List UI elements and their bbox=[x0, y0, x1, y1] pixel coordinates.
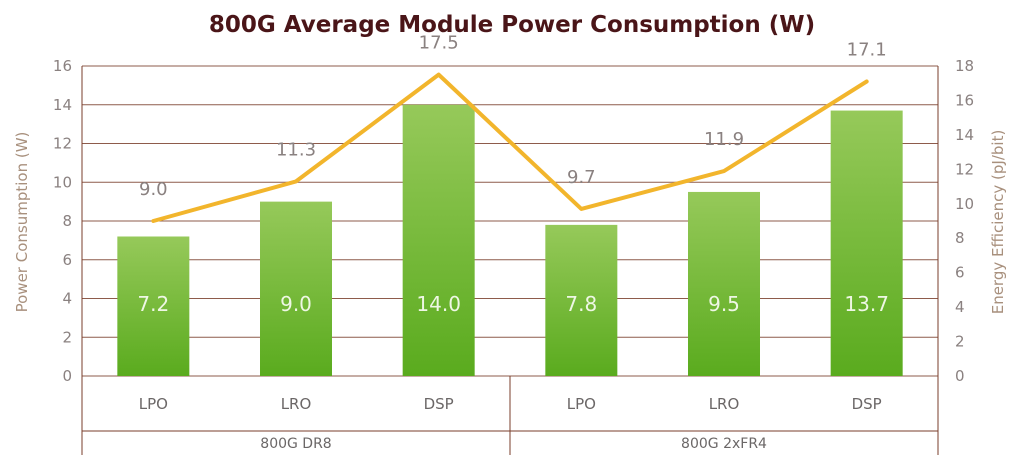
y-tick-right-18: 18 bbox=[955, 57, 974, 75]
bar-value-label-2: 14.0 bbox=[416, 292, 461, 316]
x-tick-dsp-2: DSP bbox=[424, 395, 454, 413]
group-label-1: 800G 2xFR4 bbox=[681, 436, 767, 452]
bar-5 bbox=[830, 110, 903, 376]
y-tick-right-6: 6 bbox=[955, 264, 965, 282]
bar-value-label-0: 7.2 bbox=[137, 292, 169, 316]
efficiency-point-0 bbox=[151, 219, 155, 223]
y-tick-right-12: 12 bbox=[955, 160, 974, 178]
efficiency-point-5 bbox=[865, 80, 869, 83]
y-tick-right-4: 4 bbox=[955, 298, 965, 316]
bar-value-label-4: 9.5 bbox=[708, 292, 740, 316]
bar-4 bbox=[688, 191, 760, 376]
y-tick-left-6: 6 bbox=[62, 251, 72, 269]
grid-layer: 0 2 4 6 8 10 12 14 16 0 2 4 6 8 10 12 14 16 18 bbox=[53, 57, 974, 455]
line-value-label-5: 17.1 bbox=[847, 40, 887, 61]
x-tick-lro-1: LRO bbox=[281, 395, 312, 413]
y-tick-left-4: 4 bbox=[62, 290, 72, 308]
y-tick-left-16: 16 bbox=[53, 57, 72, 75]
bar-layer bbox=[117, 104, 903, 376]
label-layer: LPO LRO DSP LPO LRO DSP 800G DR8 800G 2xFR4 7.2 9… bbox=[137, 33, 889, 452]
y-tick-right-16: 16 bbox=[955, 91, 974, 109]
efficiency-point-2 bbox=[437, 73, 441, 77]
y-tick-right-8: 8 bbox=[955, 229, 965, 247]
line-value-label-4: 11.9 bbox=[704, 129, 744, 150]
y-tick-left-14: 14 bbox=[53, 96, 72, 114]
efficiency-line bbox=[151, 72, 869, 223]
y-axis-right-label: Energy Efficiency (pJ/bit) bbox=[989, 130, 1007, 315]
y-tick-left-2: 2 bbox=[62, 328, 72, 346]
x-tick-dsp-5: DSP bbox=[852, 395, 882, 413]
y-tick-left-10: 10 bbox=[53, 173, 72, 191]
line-value-label-3: 9.7 bbox=[567, 167, 596, 188]
y-tick-left-8: 8 bbox=[62, 212, 72, 230]
line-value-label-1: 11.3 bbox=[276, 139, 316, 160]
y-tick-right-14: 14 bbox=[955, 126, 974, 144]
bar-value-label-3: 7.8 bbox=[565, 292, 597, 316]
bar-0 bbox=[117, 236, 190, 376]
efficiency-point-1 bbox=[294, 179, 298, 183]
line-layer bbox=[151, 72, 869, 223]
y-tick-left-12: 12 bbox=[53, 135, 72, 153]
bar-1 bbox=[260, 201, 332, 376]
x-tick-lro-4: LRO bbox=[709, 395, 740, 413]
bar-3 bbox=[545, 224, 618, 376]
bar-value-label-1: 9.0 bbox=[280, 292, 312, 316]
bar-value-label-5: 13.7 bbox=[844, 292, 889, 316]
x-tick-lpo-3: LPO bbox=[567, 395, 596, 413]
group-label-0: 800G DR8 bbox=[260, 436, 331, 452]
y-tick-left-0: 0 bbox=[62, 367, 72, 385]
y-tick-right-0: 0 bbox=[955, 367, 965, 385]
efficiency-point-4 bbox=[722, 169, 726, 173]
line-value-label-2: 17.5 bbox=[419, 33, 459, 54]
line-value-label-0: 9.0 bbox=[139, 179, 168, 200]
chart-title: 800G Average Module Power Consumption (W… bbox=[209, 12, 815, 38]
efficiency-point-3 bbox=[579, 207, 583, 211]
y-tick-right-2: 2 bbox=[955, 333, 965, 351]
x-tick-lpo-0: LPO bbox=[139, 395, 168, 413]
y-tick-right-10: 10 bbox=[955, 195, 974, 213]
y-axis-left-label: Power Consumption (W) bbox=[13, 132, 31, 313]
bar-2 bbox=[402, 104, 475, 376]
